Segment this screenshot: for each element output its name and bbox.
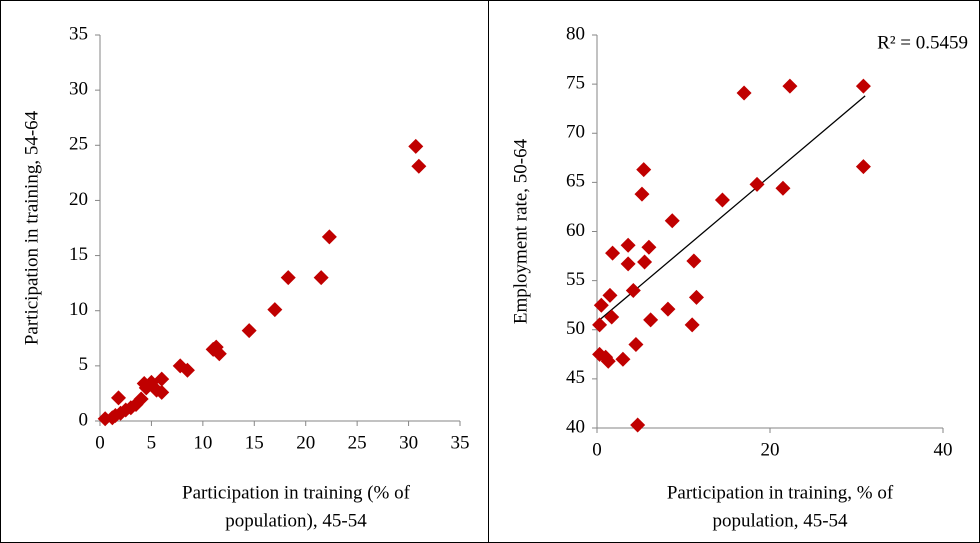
point: [775, 180, 791, 196]
x-tick-label: 25: [348, 432, 367, 453]
point: [636, 162, 652, 178]
point: [615, 351, 631, 367]
point: [714, 192, 730, 208]
x-tick-label: 30: [399, 432, 418, 453]
y-tick-label: 20: [69, 189, 88, 210]
trendline: [599, 95, 866, 321]
x-tick-label: 0: [592, 439, 602, 460]
point: [688, 289, 704, 305]
point: [643, 312, 659, 328]
point: [154, 371, 170, 387]
y-tick-label: 25: [69, 134, 88, 155]
point: [630, 417, 646, 433]
y-tick-label: 60: [566, 220, 585, 241]
point: [408, 138, 424, 154]
x-tick-label: 15: [245, 432, 264, 453]
point: [154, 384, 170, 400]
point: [179, 362, 195, 378]
point: [620, 237, 636, 253]
y-tick-label: 5: [79, 354, 89, 375]
point: [660, 301, 676, 317]
x-axis-title: population, 45-54: [712, 510, 848, 531]
point: [321, 229, 337, 245]
point: [637, 254, 653, 270]
point: [625, 282, 641, 298]
y-tick-label: 15: [69, 244, 88, 265]
y-tick-label: 0: [79, 409, 89, 430]
point: [782, 78, 798, 94]
y-tick-label: 80: [566, 23, 585, 44]
x-axis-title: Participation in training (% of: [182, 482, 411, 503]
x-tick-label: 0: [95, 432, 105, 453]
y-tick-label: 50: [566, 318, 585, 339]
point: [411, 158, 427, 174]
point: [211, 346, 227, 362]
point: [604, 309, 620, 325]
x-tick-label: 40: [934, 439, 953, 460]
point: [855, 159, 871, 175]
point: [111, 390, 127, 406]
point: [634, 186, 650, 202]
point: [133, 391, 149, 407]
point: [855, 78, 871, 94]
y-tick-label: 40: [566, 416, 585, 437]
r-squared: R² = 0.5459: [877, 32, 968, 53]
point: [605, 245, 621, 261]
y-tick-label: 10: [69, 299, 88, 320]
y-tick-label: 75: [566, 72, 585, 93]
x-axis-title: population), 45-54: [225, 510, 367, 531]
point: [241, 323, 257, 339]
point: [267, 302, 283, 318]
point: [684, 317, 700, 333]
y-tick-label: 45: [566, 367, 585, 388]
right-panel-border: [488, 0, 980, 543]
point: [592, 317, 608, 333]
point: [736, 85, 752, 101]
point: [602, 287, 618, 303]
point: [313, 270, 329, 286]
point: [664, 213, 680, 229]
point: [593, 297, 609, 313]
point: [600, 353, 616, 369]
point: [641, 239, 657, 255]
point: [686, 253, 702, 269]
x-axis-title: Participation in training, % of: [667, 482, 894, 503]
point: [620, 256, 636, 272]
point: [628, 336, 644, 352]
y-tick-label: 70: [566, 122, 585, 143]
y-tick-label: 55: [566, 269, 585, 290]
y-axis-title: Employment rate, 50-64: [510, 138, 531, 324]
x-tick-label: 10: [193, 432, 212, 453]
x-tick-label: 20: [761, 439, 780, 460]
x-tick-label: 5: [147, 432, 157, 453]
x-tick-label: 35: [451, 432, 470, 453]
point: [749, 176, 765, 192]
x-tick-label: 20: [296, 432, 315, 453]
y-tick-label: 65: [566, 171, 585, 192]
y-axis-title: Participation in training, 54-64: [21, 110, 42, 345]
point: [280, 270, 296, 286]
y-tick-label: 35: [69, 23, 88, 44]
y-tick-label: 30: [69, 79, 88, 100]
